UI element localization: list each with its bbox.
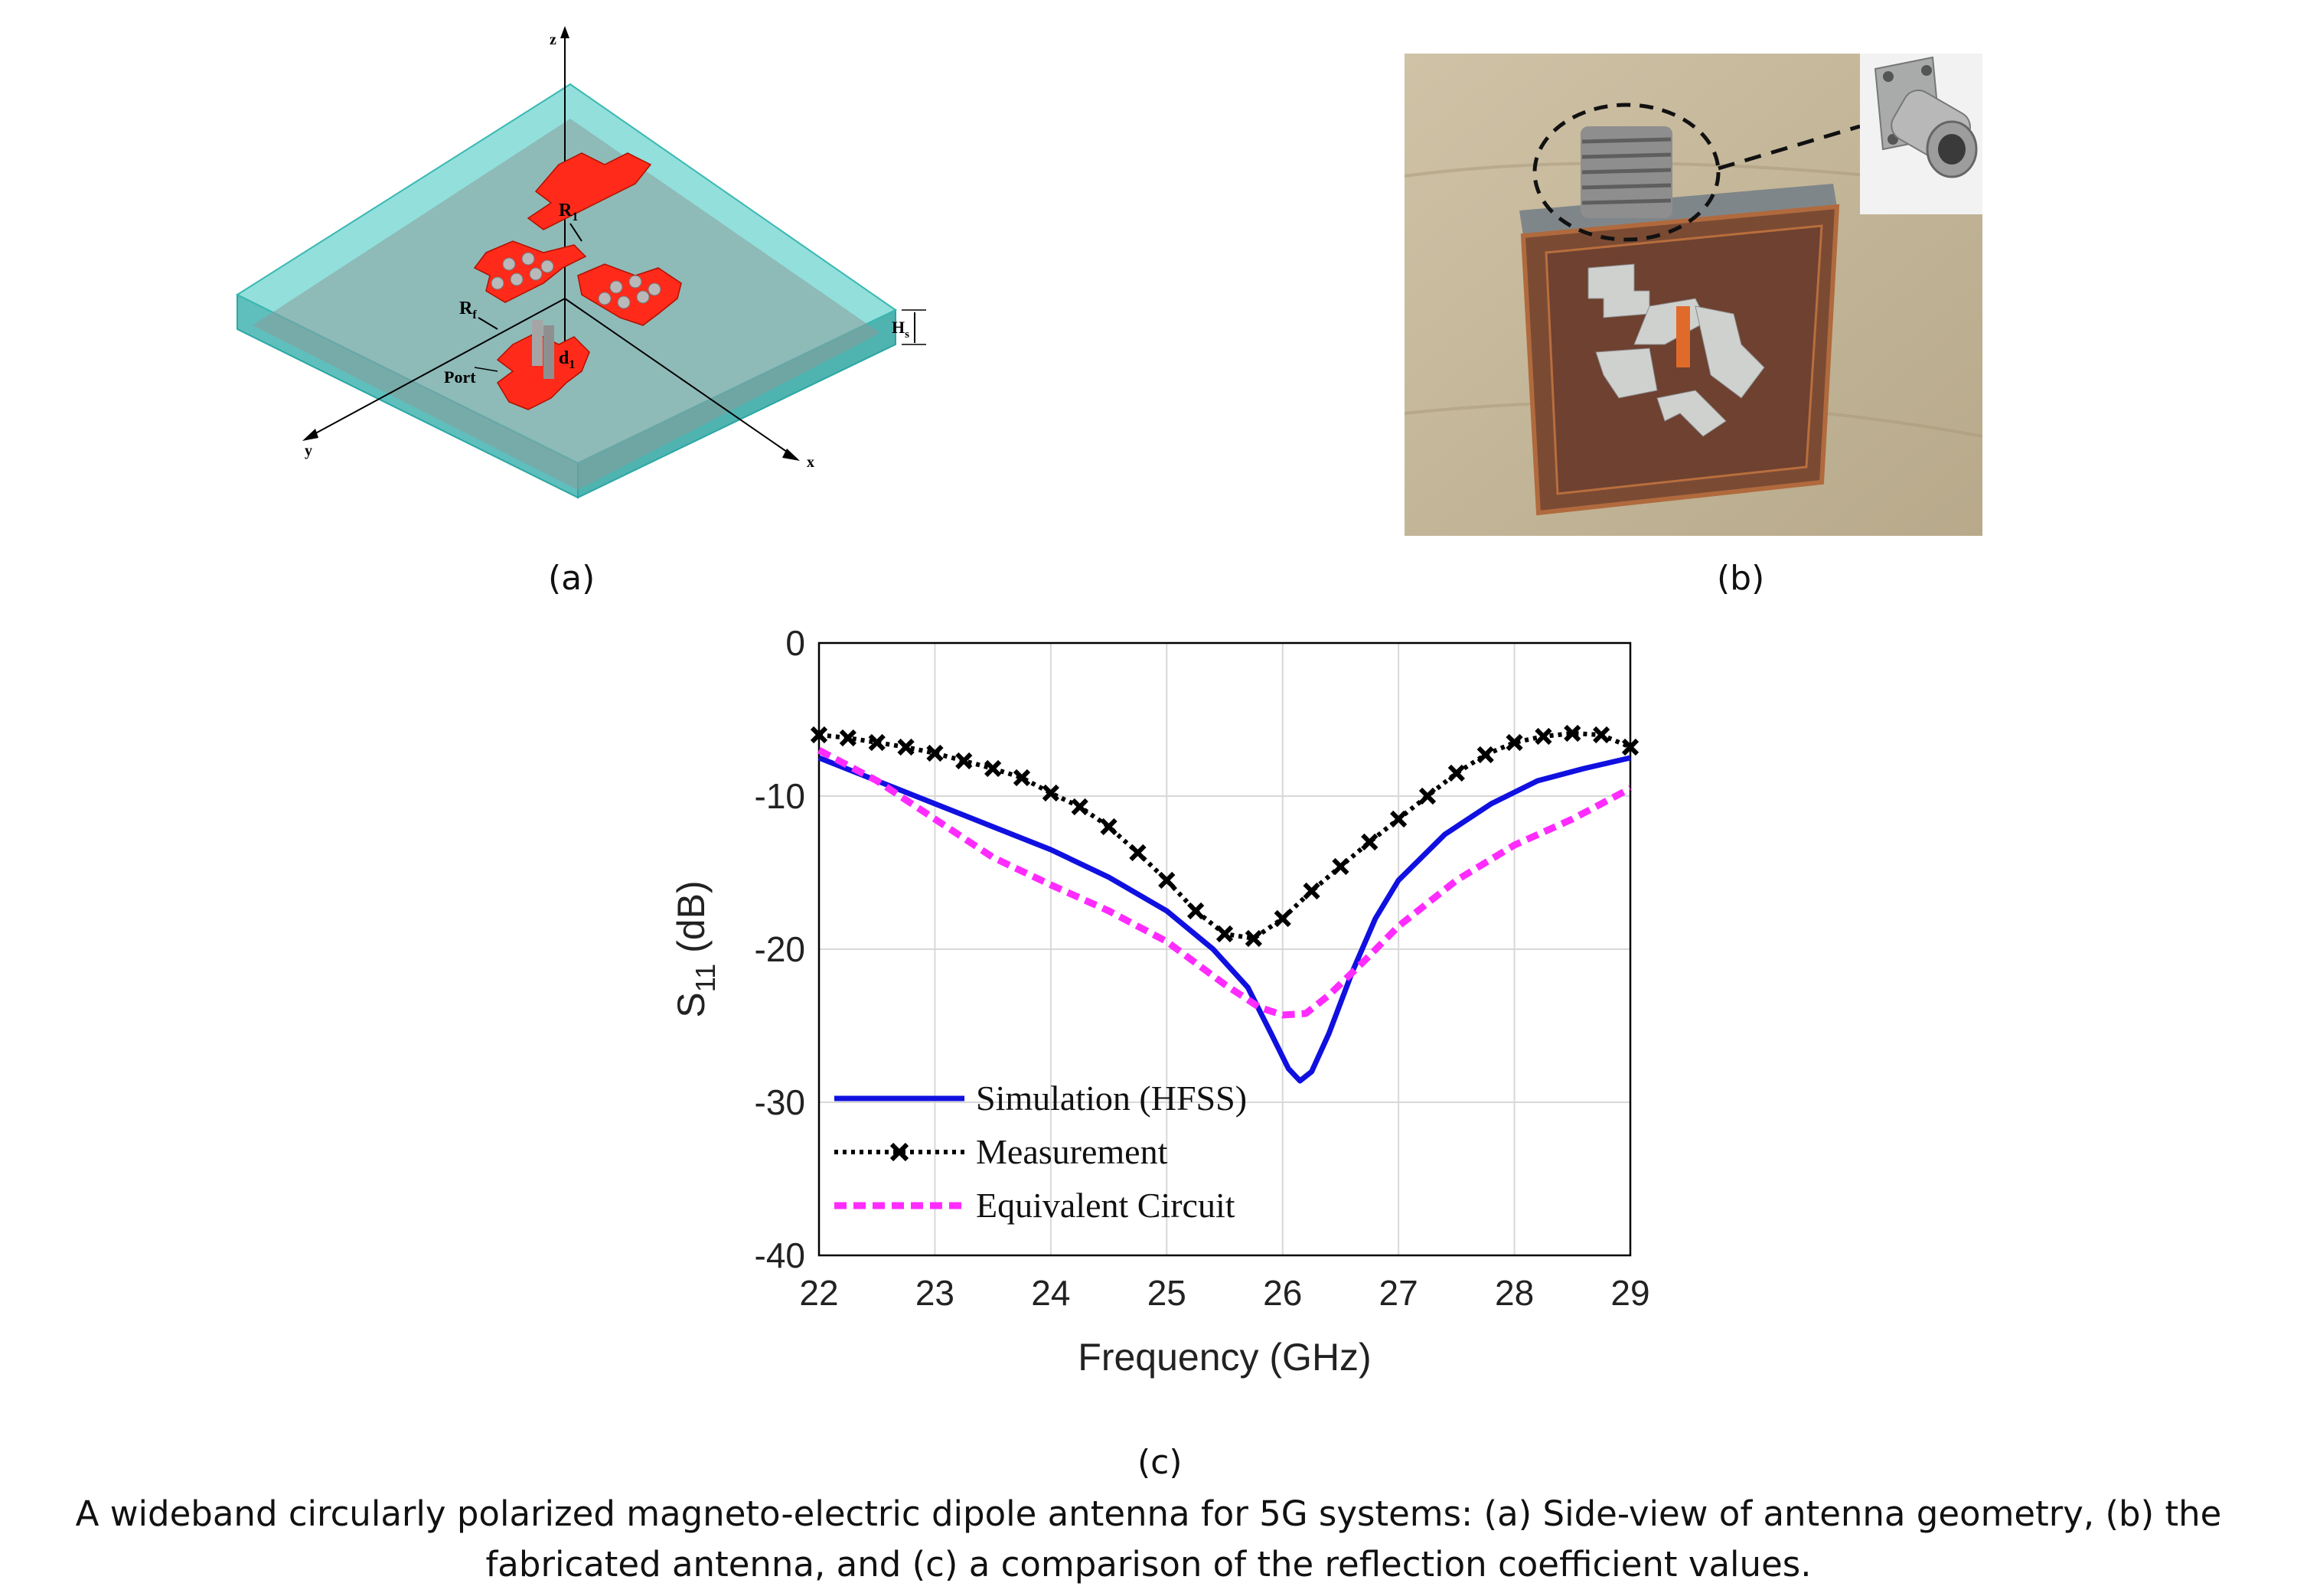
via-holes [491,252,661,309]
ground-plane [253,119,880,490]
panel-a-label: (a) [548,559,595,598]
measurement-marker [1100,818,1118,836]
measurement-marker [1013,769,1031,787]
patch-top [527,152,652,230]
panel-b-label: (b) [1717,559,1765,598]
svg-text:S11(dB): S11(dB) [670,880,721,1017]
measurement-marker [1535,727,1552,746]
measurement-marker [1621,738,1640,756]
d1-label: d [559,348,569,368]
y-tick-label: -40 [755,1235,805,1275]
feed-probe [543,325,554,379]
x-tick-label: 28 [1495,1273,1534,1313]
x-tick-label: 22 [799,1273,838,1313]
measurement-marker [1564,724,1581,743]
x-tick-label: 24 [1031,1273,1070,1313]
svg-text:R1: R1 [559,201,578,224]
measurement-marker [1303,882,1320,900]
y-tick-label: 0 [785,623,805,663]
measurement-marker [1158,871,1176,889]
legend-label: Simulation (HFSS) [976,1079,1247,1118]
measurement-marker [1361,833,1379,851]
measurement-marker [1506,733,1523,752]
measurement-marker [810,726,828,744]
measurement-marker [1476,746,1494,764]
svg-text:Hs: Hs [892,318,909,341]
x-tick-label: 26 [1263,1273,1302,1313]
fabricated-antenna-photo [1405,54,1982,536]
x-tick-label: 23 [915,1273,954,1313]
port-label: Port [444,367,476,387]
measurement-marker [1447,764,1465,782]
measurement-marker [926,744,944,762]
series-line-1 [818,731,1632,941]
y-tick-label: -10 [755,776,805,816]
panel-c-label: (c) [1137,1443,1183,1482]
x-axis-title: Frequency (GHz) [1078,1336,1371,1379]
measurement-marker [1418,787,1437,805]
measurement-marker [868,733,886,752]
svg-text:d1: d1 [559,348,575,371]
z-axis-label: z [550,31,556,48]
caption-line-1: A wideband circularly polarized magneto-… [75,1493,2222,1534]
measurement-marker [1245,929,1262,948]
series-line-0 [817,755,1631,1084]
legend-label: Measurement [976,1132,1168,1171]
measurement-marker [955,752,973,770]
patch-right [577,263,682,326]
x-tick-label: 27 [1379,1273,1418,1313]
y-axis-title: S11(dB) [670,880,721,1017]
x-axis-label: x [807,454,814,471]
measurement-marker [1274,909,1291,928]
measurement-marker [984,759,1002,778]
legend-label: Equivalent Circuit [976,1186,1235,1225]
svg-text:Rf: Rf [459,299,477,321]
measurement-marker [1390,810,1408,828]
measurement-marker [1215,925,1234,943]
series-line-2 [817,747,1633,1019]
caption-line-2: fabricated antenna, and (c) a comparison… [485,1544,1812,1585]
y-tick-label: -20 [755,929,805,969]
measurement-marker [1187,902,1205,920]
hs-label: H [892,318,905,337]
y-axis-label: y [305,442,312,459]
plot-area [817,641,1632,1257]
rf-label: R [459,299,473,318]
measurement-marker [839,729,856,747]
figure-caption: A wideband circularly polarized magneto-… [0,1489,2297,1590]
measurement-marker [897,738,915,756]
measurement-marker [1042,784,1059,802]
r1-label: R [559,201,573,220]
measurement-marker [1129,844,1147,862]
s11-chart: 22 23 24 25 26 27 28 29 0 -10 -20 -30 -40 Simulation… [670,623,1650,1379]
y-tick-label: -30 [755,1082,805,1122]
measurement-marker [1071,798,1088,816]
antenna-geometry-diagram: z y x R1 Rf d1 Port Hs [235,26,926,499]
measurement-marker [1332,857,1349,876]
connector-highlight-circle [1532,103,1721,242]
measurement-marker [1593,726,1610,744]
x-tick-label: 25 [1147,1273,1186,1313]
x-tick-label: 29 [1610,1273,1649,1313]
